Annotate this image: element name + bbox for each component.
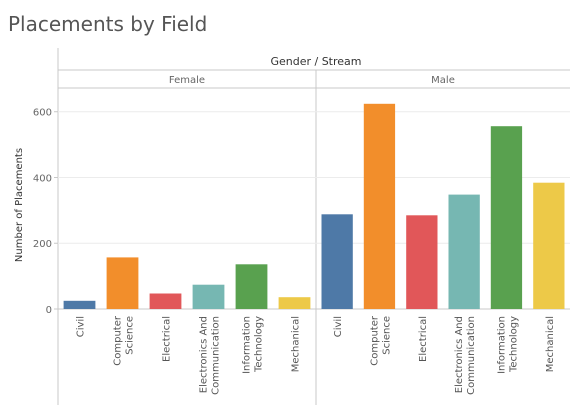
bar bbox=[150, 294, 182, 310]
bar bbox=[449, 195, 480, 309]
panel-header: Female bbox=[169, 75, 205, 86]
x-tick-label: Electronics AndCommunication bbox=[199, 316, 222, 395]
column-header: Gender / Stream bbox=[270, 55, 361, 68]
panel-header: Male bbox=[431, 75, 455, 86]
x-tick-label: ComputerScience bbox=[113, 315, 136, 366]
panels: Female Civil ComputerScience Electrical Elec… bbox=[64, 75, 565, 395]
y-axis-label: Number of Placements bbox=[14, 148, 25, 262]
panel-female: Female Civil ComputerScience Electrical Elec… bbox=[64, 75, 311, 395]
y-tick-label: 0 bbox=[46, 305, 52, 316]
bar bbox=[406, 215, 437, 309]
y-tick-label: 600 bbox=[33, 108, 52, 119]
y-tick-label: 400 bbox=[33, 173, 52, 184]
x-tick-label: InformationTechnology bbox=[497, 316, 520, 374]
bar bbox=[107, 257, 139, 309]
bar bbox=[279, 297, 311, 309]
x-tick-label: Electronics AndCommunication bbox=[454, 316, 477, 395]
bar bbox=[491, 126, 522, 309]
x-tick-label: InformationTechnology bbox=[242, 316, 265, 374]
x-tick-label: ComputerScience bbox=[370, 315, 393, 366]
x-tick-label: Civil bbox=[76, 316, 87, 337]
bar bbox=[322, 214, 353, 309]
bar bbox=[364, 104, 395, 309]
x-tick-label: Electrical bbox=[162, 316, 173, 362]
x-tick-label: Civil bbox=[333, 316, 344, 337]
x-tick-label: Mechanical bbox=[291, 316, 302, 372]
y-tick-label: 200 bbox=[33, 239, 52, 250]
y-axis-ticks: 0 200 400 600 bbox=[33, 108, 58, 316]
bar bbox=[64, 301, 96, 309]
panel-male: Male Civil ComputerScience Electrical Electr… bbox=[322, 75, 565, 395]
bar bbox=[236, 264, 268, 309]
bar bbox=[533, 183, 564, 309]
x-tick-label: Mechanical bbox=[545, 316, 556, 372]
bar bbox=[193, 285, 225, 309]
x-tick-label: Electrical bbox=[418, 316, 429, 362]
